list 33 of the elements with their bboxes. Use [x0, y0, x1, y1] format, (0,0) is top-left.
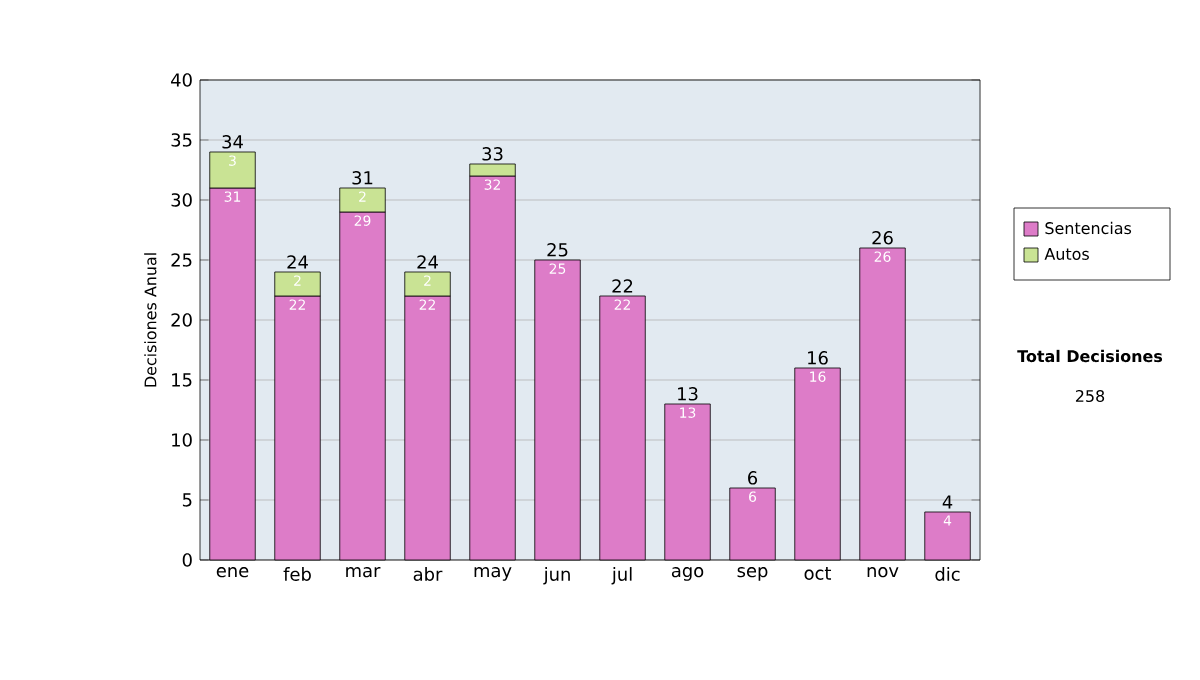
x-tick-label: jul — [611, 567, 632, 585]
x-tick-label: nov — [867, 567, 899, 578]
x-tick-label: mar — [346, 567, 381, 578]
y-tick-label: 30 — [171, 193, 192, 207]
x-tick-label: oct — [804, 567, 832, 580]
x-tick-label: ago — [671, 567, 704, 581]
total-label: 26 — [872, 231, 893, 245]
y-tick-label: 40 — [171, 73, 192, 87]
total-label: 6 — [748, 471, 758, 485]
total-label: 16 — [808, 351, 828, 365]
total-label: 34 — [222, 135, 243, 149]
total-label: 31 — [352, 171, 373, 185]
y-tick-label: 35 — [171, 133, 192, 147]
x-tick-label: abr — [413, 567, 443, 581]
x-tick-label: may — [474, 567, 512, 581]
y-tick-label: 0 — [182, 553, 192, 567]
y-tick-label: 5 — [182, 493, 192, 507]
total-label: 22 — [612, 279, 633, 293]
y-tick-label: 25 — [171, 253, 192, 267]
x-tick-label: sep — [737, 567, 768, 581]
total-label: 24 — [287, 255, 308, 269]
total-label: 33 — [482, 147, 503, 161]
y-tick-label: 20 — [171, 313, 192, 327]
x-tick-label: dic — [935, 567, 960, 581]
total-label: 25 — [547, 243, 568, 257]
x-tick-label: feb — [283, 567, 311, 581]
total-label: 13 — [678, 387, 698, 401]
total-label: 4 — [942, 495, 953, 509]
y-tick-label: 10 — [172, 433, 192, 447]
y-tick-label: 15 — [172, 373, 192, 387]
x-tick-label: ene — [216, 567, 249, 578]
total-label: 24 — [417, 255, 438, 269]
x-tick-label: jun — [543, 567, 570, 585]
